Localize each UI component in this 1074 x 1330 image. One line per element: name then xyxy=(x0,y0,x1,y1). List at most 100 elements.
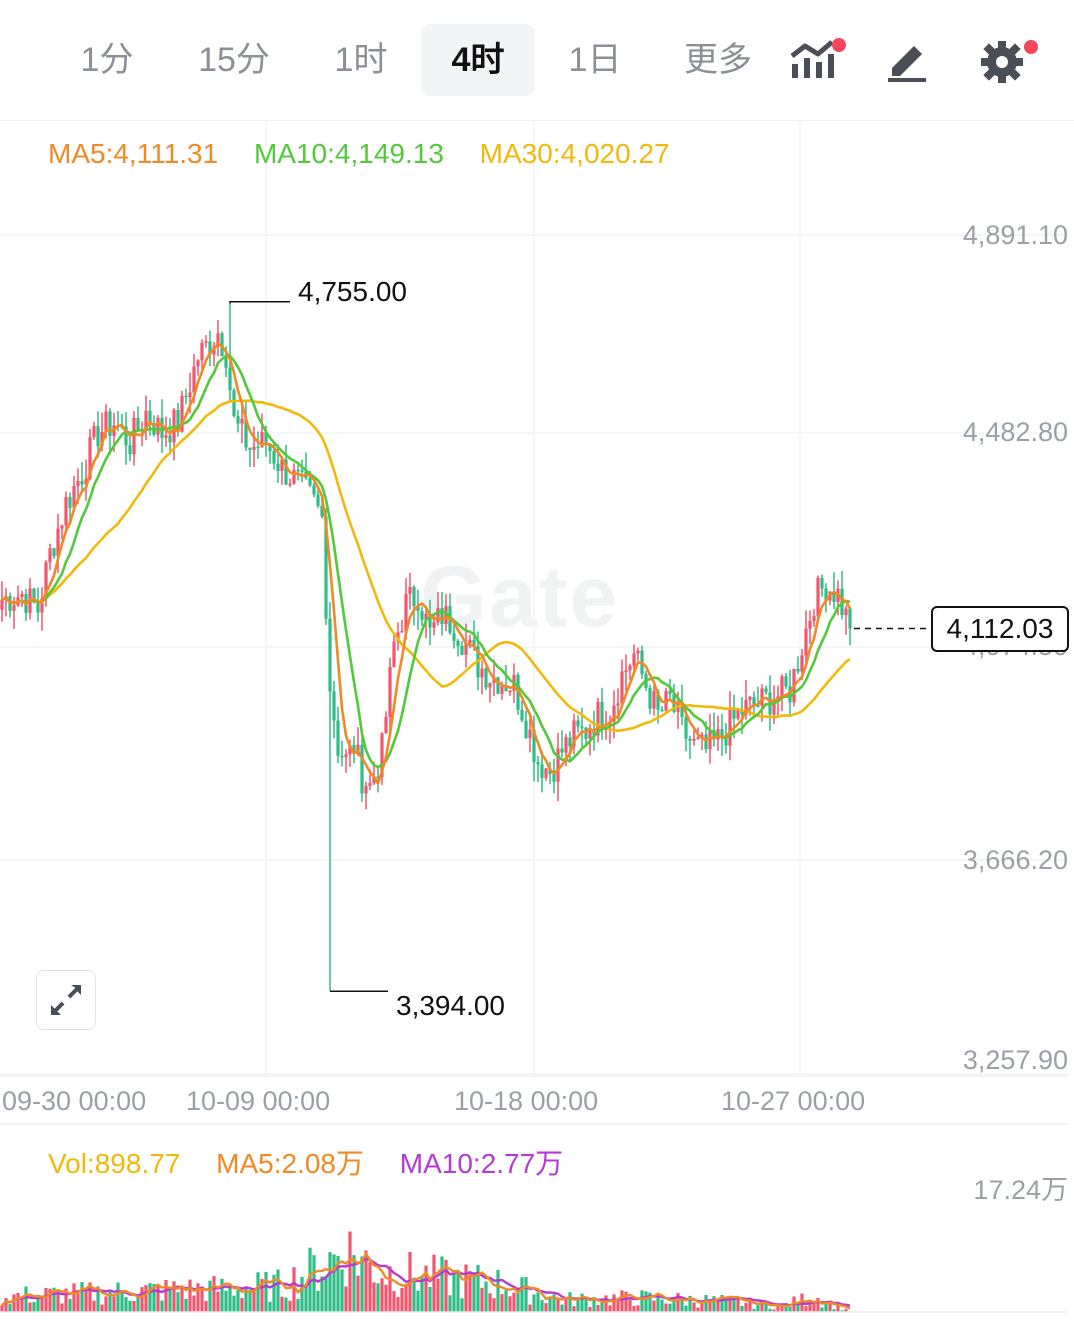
tab-1h[interactable]: 1时 xyxy=(334,41,388,79)
candle-body xyxy=(440,608,444,624)
candle-body xyxy=(220,333,224,357)
candle-body xyxy=(260,431,264,448)
volume-bar xyxy=(696,1307,700,1312)
volume-bar xyxy=(416,1290,420,1312)
ma5-value: MA5:4,111.31 xyxy=(48,138,219,169)
volume-bar xyxy=(536,1292,540,1312)
volume-bar xyxy=(12,1294,16,1312)
candle-body xyxy=(244,418,248,448)
tab-4h[interactable]: 4时 xyxy=(421,24,535,96)
volume-bar xyxy=(684,1305,688,1312)
volume-bar xyxy=(552,1294,556,1312)
candle-body xyxy=(320,505,324,517)
volume-bar xyxy=(632,1305,636,1312)
candle-body xyxy=(620,671,624,704)
high-marker-line xyxy=(229,301,290,304)
candle-body xyxy=(288,483,292,486)
volume-bar xyxy=(80,1282,84,1312)
draw-icon[interactable] xyxy=(884,36,932,84)
volume-bar xyxy=(464,1264,468,1312)
candle-body xyxy=(780,676,784,697)
tab-1m[interactable]: 1分 xyxy=(80,41,134,79)
volume-bar xyxy=(152,1283,156,1312)
volume-bar xyxy=(456,1272,460,1312)
volume-bar xyxy=(448,1295,452,1312)
volume-bar xyxy=(700,1303,704,1312)
candle-body xyxy=(84,478,88,485)
volume-bar xyxy=(444,1259,448,1312)
volume-bar xyxy=(784,1303,788,1312)
candle-body xyxy=(384,716,388,734)
volume-bar xyxy=(192,1295,196,1312)
candle-body xyxy=(132,417,136,455)
candle-body xyxy=(464,643,468,655)
volume-bar xyxy=(428,1286,432,1312)
volume-bar xyxy=(156,1285,160,1312)
candle-body xyxy=(588,730,592,739)
candle-body xyxy=(832,591,836,603)
candle-body xyxy=(360,744,364,794)
candle-body xyxy=(756,705,760,707)
candle-body xyxy=(656,691,660,710)
volume-bar xyxy=(172,1281,176,1312)
candle-body xyxy=(636,650,640,654)
candle-body xyxy=(48,548,52,563)
volume-bar xyxy=(304,1283,308,1312)
settings-icon[interactable] xyxy=(978,36,1038,84)
volume-bar xyxy=(488,1293,492,1312)
candle-body xyxy=(416,605,420,612)
expand-button[interactable] xyxy=(36,970,96,1030)
candle-body xyxy=(20,593,24,598)
volume-bar xyxy=(832,1309,836,1312)
volume-bar xyxy=(368,1261,372,1312)
volume-bar xyxy=(772,1309,776,1312)
volume-bar xyxy=(740,1305,744,1312)
volume-bar xyxy=(680,1297,684,1312)
volume-bar xyxy=(332,1254,336,1312)
volume-bar xyxy=(584,1297,588,1312)
x-tick-label: 10-27 00:00 xyxy=(721,1086,866,1116)
candle-body xyxy=(596,701,600,736)
candle-body xyxy=(36,602,40,613)
volume-bar xyxy=(592,1297,596,1312)
volume-bar xyxy=(16,1292,20,1312)
volume-bar xyxy=(336,1255,340,1312)
tab-1d[interactable]: 1日 xyxy=(568,41,622,79)
volume-bar xyxy=(716,1299,720,1312)
volume-bar xyxy=(256,1272,260,1312)
notification-dot xyxy=(832,38,846,52)
candle-body xyxy=(536,762,540,765)
volume-bar xyxy=(476,1265,480,1312)
indicator-icon[interactable] xyxy=(788,36,846,84)
candle-body xyxy=(80,481,84,485)
volume-bar xyxy=(436,1278,440,1312)
candle-body xyxy=(752,697,756,706)
candle-body xyxy=(628,665,632,671)
candle-body xyxy=(148,410,152,424)
candle-body xyxy=(432,622,436,628)
candle-body xyxy=(816,577,820,617)
candle-body xyxy=(228,367,232,391)
y-tick-label: 3,666.20 xyxy=(962,845,1068,875)
volume-bar xyxy=(56,1289,60,1312)
tab-more[interactable]: 更多 xyxy=(684,41,752,79)
volume-bar xyxy=(548,1296,552,1312)
candle-body xyxy=(88,437,92,479)
volume-bar xyxy=(664,1303,668,1312)
volume-legend: Vol:898.77 MA5:2.08万 MA10:2.77万 xyxy=(48,1142,591,1182)
candle-body xyxy=(356,744,360,754)
candle-body xyxy=(268,444,272,452)
candle-body xyxy=(192,366,196,393)
candle-body xyxy=(548,768,552,775)
candle-body xyxy=(312,485,316,495)
volume-bar xyxy=(164,1279,168,1312)
volume-bar xyxy=(252,1288,256,1312)
candle-body xyxy=(236,416,240,424)
notification-dot xyxy=(1024,40,1038,54)
candle-body xyxy=(324,516,328,619)
candle-body xyxy=(668,690,672,694)
tab-15m[interactable]: 15分 xyxy=(198,41,270,79)
volume-ma10-value: MA10:2.77万 xyxy=(399,1148,564,1179)
candle-body xyxy=(624,670,628,672)
